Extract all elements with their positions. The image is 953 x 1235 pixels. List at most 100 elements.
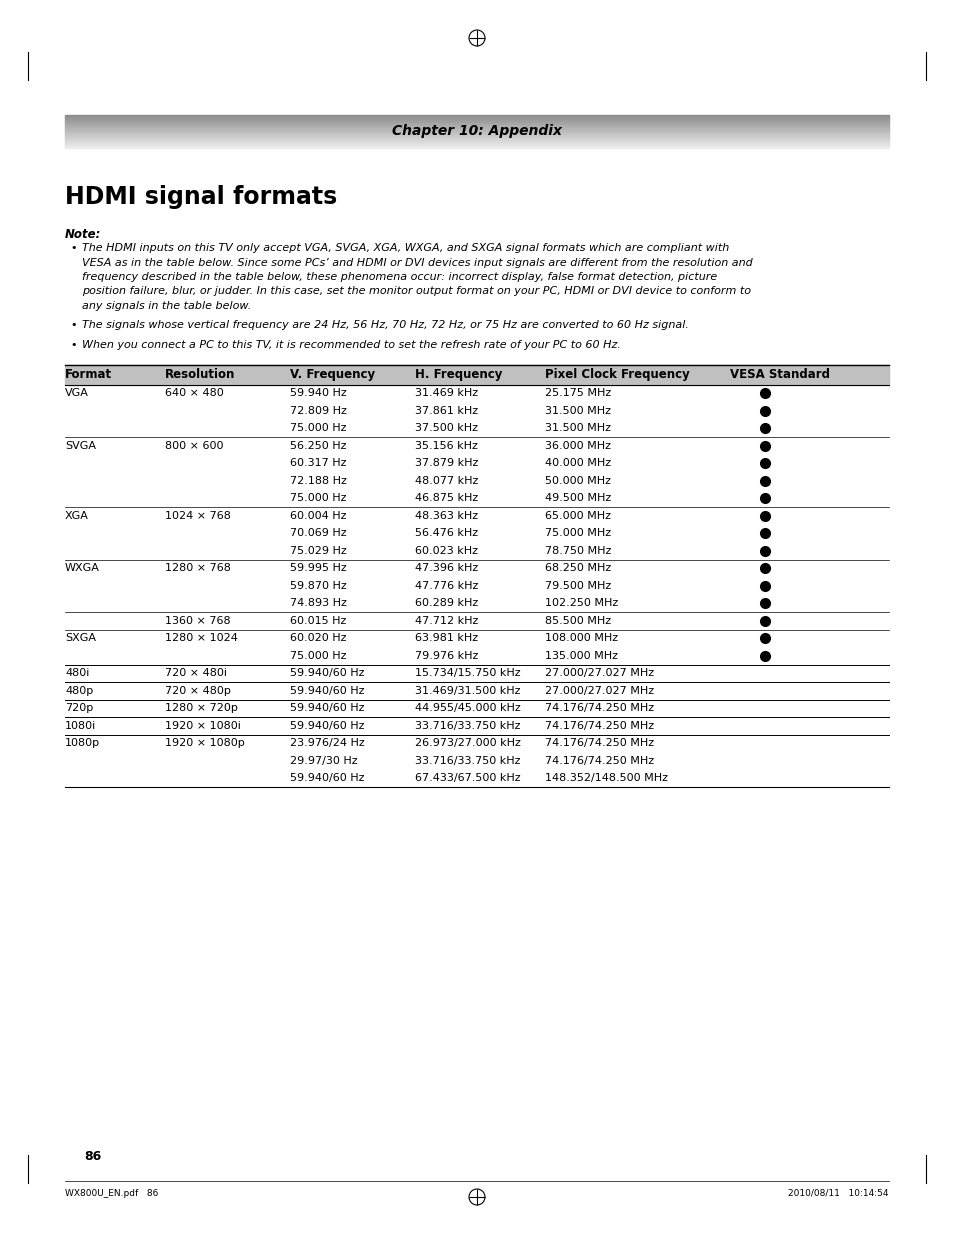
Text: WX800U_EN.pdf   86: WX800U_EN.pdf 86 [65,1188,158,1198]
Text: 63.981 kHz: 63.981 kHz [415,634,477,643]
Text: 1280 × 768: 1280 × 768 [165,563,231,573]
Text: 1080i: 1080i [65,721,96,731]
Text: 65.000 MHz: 65.000 MHz [544,511,610,521]
Text: 1920 × 1080i: 1920 × 1080i [165,721,240,731]
Text: •: • [70,321,76,331]
Text: WXGA: WXGA [65,563,100,573]
Text: 86: 86 [84,1150,101,1162]
Text: 68.250 MHz: 68.250 MHz [544,563,611,573]
Text: 60.289 kHz: 60.289 kHz [415,598,477,609]
Text: 46.875 kHz: 46.875 kHz [415,493,477,503]
Bar [65,364,888,384]
Text: 1080p: 1080p [65,739,100,748]
Text: 15.734/15.750 kHz: 15.734/15.750 kHz [415,668,520,678]
Text: 79.976 kHz: 79.976 kHz [415,651,477,661]
Text: 23.976/24 Hz: 23.976/24 Hz [290,739,364,748]
Text: 59.940/60 Hz: 59.940/60 Hz [290,685,364,695]
Text: 74.176/74.250 MHz: 74.176/74.250 MHz [544,721,654,731]
Text: 60.015 Hz: 60.015 Hz [290,616,346,626]
Text: 27.000/27.027 MHz: 27.000/27.027 MHz [544,668,654,678]
Text: 31.500 MHz: 31.500 MHz [544,406,610,416]
Text: 59.940/60 Hz: 59.940/60 Hz [290,703,364,714]
Text: 40.000 MHz: 40.000 MHz [544,458,611,468]
Text: 26.973/27.000 kHz: 26.973/27.000 kHz [415,739,520,748]
Text: 59.940/60 Hz: 59.940/60 Hz [290,668,364,678]
Text: 72.809 Hz: 72.809 Hz [290,406,347,416]
Text: 800 × 600: 800 × 600 [165,441,223,451]
Text: 480i: 480i [65,668,90,678]
Text: V. Frequency: V. Frequency [290,368,375,382]
Text: 59.995 Hz: 59.995 Hz [290,563,346,573]
Text: 480p: 480p [65,685,93,695]
Text: 60.004 Hz: 60.004 Hz [290,511,346,521]
Text: SVGA: SVGA [65,441,96,451]
Text: 75.000 Hz: 75.000 Hz [290,493,346,503]
Text: 720 × 480i: 720 × 480i [165,668,227,678]
Text: 56.250 Hz: 56.250 Hz [290,441,346,451]
Text: 44.955/45.000 kHz: 44.955/45.000 kHz [415,703,520,714]
Text: 75.000 MHz: 75.000 MHz [544,529,611,538]
Text: 108.000 MHz: 108.000 MHz [544,634,618,643]
Text: 1280 × 1024: 1280 × 1024 [165,634,237,643]
Text: 60.023 kHz: 60.023 kHz [415,546,477,556]
Text: HDMI signal formats: HDMI signal formats [65,185,337,209]
Text: The signals whose vertical frequency are 24 Hz, 56 Hz, 70 Hz, 72 Hz, or 75 Hz ar: The signals whose vertical frequency are… [82,321,688,331]
Text: 48.077 kHz: 48.077 kHz [415,475,477,485]
Text: 1920 × 1080p: 1920 × 1080p [165,739,245,748]
Text: 47.776 kHz: 47.776 kHz [415,580,477,590]
Text: 60.020 Hz: 60.020 Hz [290,634,346,643]
Text: Chapter 10: Appendix: Chapter 10: Appendix [392,125,561,138]
Text: Pixel Clock Frequency: Pixel Clock Frequency [544,368,689,382]
Text: 79.500 MHz: 79.500 MHz [544,580,611,590]
Text: 72.188 Hz: 72.188 Hz [290,475,347,485]
Text: The HDMI inputs on this TV only accept VGA, SVGA, XGA, WXGA, and SXGA signal for: The HDMI inputs on this TV only accept V… [82,243,728,253]
Text: H. Frequency: H. Frequency [415,368,502,382]
Text: 70.069 Hz: 70.069 Hz [290,529,346,538]
Text: any signals in the table below.: any signals in the table below. [82,301,251,311]
Text: 75.000 Hz: 75.000 Hz [290,651,346,661]
Text: frequency described in the table below, these phenomena occur: incorrect display: frequency described in the table below, … [82,272,717,282]
Text: 135.000 MHz: 135.000 MHz [544,651,618,661]
Text: 1280 × 720p: 1280 × 720p [165,703,237,714]
Text: 56.476 kHz: 56.476 kHz [415,529,477,538]
Text: 85.500 MHz: 85.500 MHz [544,616,611,626]
Text: VESA as in the table below. Since some PCs’ and HDMI or DVI devices input signal: VESA as in the table below. Since some P… [82,258,752,268]
Text: 59.870 Hz: 59.870 Hz [290,580,346,590]
Text: 47.712 kHz: 47.712 kHz [415,616,477,626]
Text: 33.716/33.750 kHz: 33.716/33.750 kHz [415,721,520,731]
Text: VGA: VGA [65,388,89,398]
Text: •: • [70,340,76,350]
Text: 59.940/60 Hz: 59.940/60 Hz [290,721,364,731]
Text: 37.500 kHz: 37.500 kHz [415,424,477,433]
Text: 36.000 MHz: 36.000 MHz [544,441,610,451]
Text: 25.175 MHz: 25.175 MHz [544,388,611,398]
Text: 74.176/74.250 MHz: 74.176/74.250 MHz [544,756,654,766]
Text: 75.000 Hz: 75.000 Hz [290,424,346,433]
Text: 37.879 kHz: 37.879 kHz [415,458,477,468]
Text: SXGA: SXGA [65,634,96,643]
Text: 31.500 MHz: 31.500 MHz [544,424,610,433]
Text: Note:: Note: [65,228,101,241]
Text: •: • [70,243,76,253]
Text: 78.750 MHz: 78.750 MHz [544,546,611,556]
Text: VESA Standard: VESA Standard [729,368,829,382]
Text: 640 × 480: 640 × 480 [165,388,224,398]
Text: 1360 × 768: 1360 × 768 [165,616,231,626]
Text: XGA: XGA [65,511,89,521]
Text: 720 × 480p: 720 × 480p [165,685,231,695]
Text: 60.317 Hz: 60.317 Hz [290,458,346,468]
Text: Format: Format [65,368,112,382]
Text: 2010/08/11   10:14:54: 2010/08/11 10:14:54 [788,1188,888,1198]
Text: 37.861 kHz: 37.861 kHz [415,406,477,416]
Text: position failure, blur, or judder. In this case, set the monitor output format o: position failure, blur, or judder. In th… [82,287,750,296]
Text: 27.000/27.027 MHz: 27.000/27.027 MHz [544,685,654,695]
Text: Resolution: Resolution [165,368,235,382]
Text: 50.000 MHz: 50.000 MHz [544,475,610,485]
Text: When you connect a PC to this TV, it is recommended to set the refresh rate of y: When you connect a PC to this TV, it is … [82,340,620,350]
Text: 720p: 720p [65,703,93,714]
Text: 1024 × 768: 1024 × 768 [165,511,231,521]
Text: 31.469/31.500 kHz: 31.469/31.500 kHz [415,685,520,695]
Text: 75.029 Hz: 75.029 Hz [290,546,346,556]
Text: 48.363 kHz: 48.363 kHz [415,511,477,521]
Text: 59.940/60 Hz: 59.940/60 Hz [290,773,364,783]
